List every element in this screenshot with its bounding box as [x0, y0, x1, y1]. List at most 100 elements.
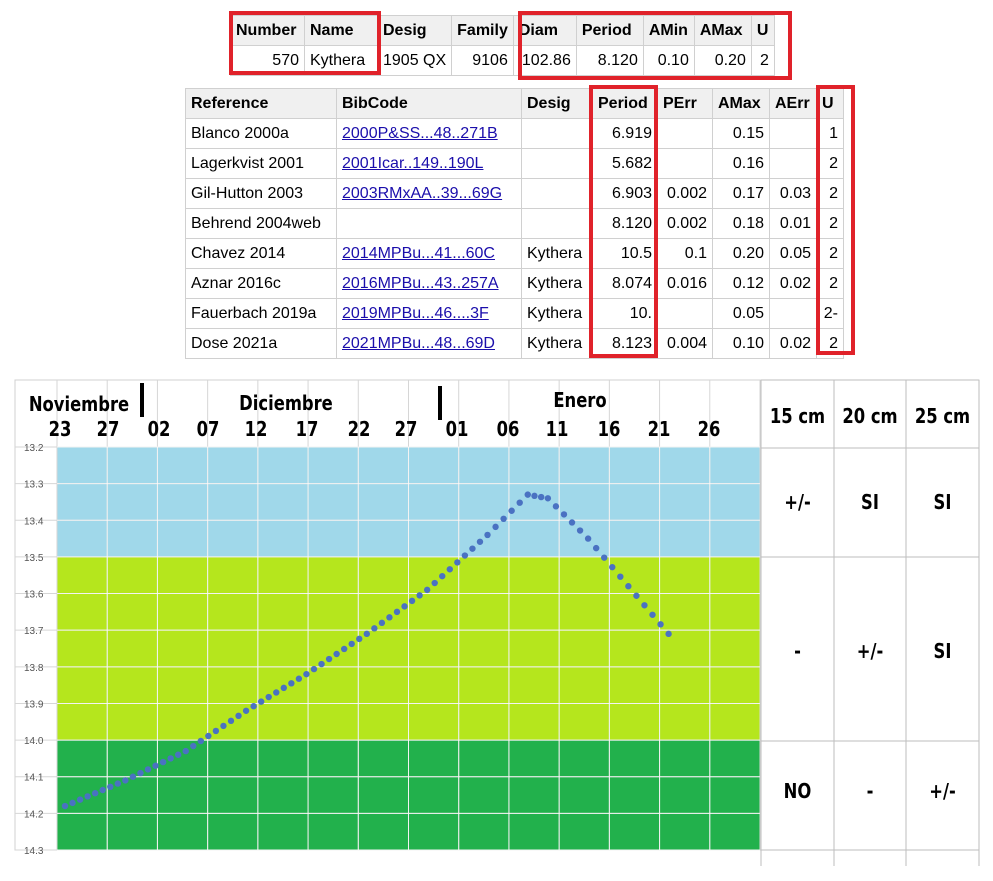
cell-reference: Blanco 2000a [185, 118, 337, 149]
cell-bibcode: 2014MPBu...41...60C [336, 238, 522, 269]
cell-amax: 0.05 [712, 298, 770, 329]
header-perr: PErr [657, 88, 713, 119]
y-tick-label: 14.2 [24, 809, 44, 820]
cell-amax: 0.17 [712, 178, 770, 209]
cell-u: 2 [750, 45, 775, 76]
bibcode-link[interactable]: 2016MPBu...43..257A [342, 274, 499, 292]
x-tick-label: 01 [446, 419, 469, 442]
header-name: Name [304, 15, 378, 46]
data-point [516, 499, 523, 506]
data-point [167, 755, 174, 762]
header-reference: Reference [185, 88, 337, 119]
data-point [61, 802, 69, 810]
aperture-verdict: NO [784, 781, 812, 804]
cell-aerr: 0.02 [769, 328, 817, 359]
data-point [107, 783, 114, 791]
y-tick-label: 13.6 [24, 590, 44, 601]
aperture-header: 15 cm [770, 406, 825, 429]
reference-row: Behrend 2004web 8.120 0.002 0.18 0.01 2 [185, 208, 844, 239]
x-tick-label: 21 [648, 419, 671, 442]
data-point [99, 786, 106, 794]
data-point [159, 758, 167, 766]
month-separator [438, 386, 442, 420]
cell-reference: Fauerbach 2019a [185, 298, 337, 329]
cell-u: 2 [816, 178, 844, 209]
data-point [508, 507, 515, 514]
bibcode-link[interactable]: 2021MPBu...48...69D [342, 334, 495, 352]
cell-amax: 0.10 [712, 328, 770, 359]
data-point [197, 737, 205, 745]
cell-desig: Kythera [521, 268, 593, 299]
data-point [601, 554, 608, 561]
data-point [401, 603, 408, 610]
cell-perr: 0.1 [657, 238, 713, 269]
bibcode-link[interactable]: 2014MPBu...41...60C [342, 244, 495, 262]
cell-period: 10. [592, 298, 658, 329]
cell-aerr: 0.02 [769, 268, 817, 299]
cell-reference: Aznar 2016c [185, 268, 337, 299]
bibcode-link[interactable]: 2019MPBu...46....3F [342, 304, 489, 322]
y-tick-label: 13.7 [24, 626, 44, 637]
data-point [174, 751, 182, 758]
cell-desig [521, 208, 593, 239]
bibcode-link[interactable]: 2001Icar..149..190L [342, 154, 484, 172]
reference-row: Blanco 2000a 2000P&SS...48..271B 6.919 0.15… [185, 118, 844, 149]
data-point [431, 579, 438, 587]
x-tick-label: 11 [546, 419, 569, 442]
data-point [318, 660, 325, 668]
bibcode-link[interactable]: 2000P&SS...48..271B [342, 124, 498, 142]
header-amax: AMax [693, 15, 752, 46]
cell-bibcode: 2016MPBu...43..257A [336, 268, 522, 299]
month-label: Enero [553, 390, 606, 413]
header-number: Number [230, 15, 305, 46]
reference-row: Aznar 2016c 2016MPBu...43..257A Kythera 8.0… [185, 268, 844, 299]
cell-perr [657, 148, 713, 179]
cell-reference: Lagerkvist 2001 [185, 148, 337, 179]
cell-reference: Dose 2021a [185, 328, 337, 359]
cell-desig: Kythera [521, 238, 593, 269]
cell-perr: 0.004 [657, 328, 713, 359]
cell-perr [657, 298, 713, 329]
data-point [325, 655, 333, 663]
data-point [625, 583, 632, 590]
x-tick-label: 23 [49, 419, 72, 442]
aperture-header: 20 cm [842, 406, 897, 429]
cell-u: 2 [816, 148, 844, 179]
magnitude-chart: 13.2 13.3 13.4 13.5 13.6 13.7 13.8 13.9 14.0 14.1… [14, 379, 980, 866]
cell-reference: Gil-Hutton 2003 [185, 178, 337, 209]
cell-desig [521, 178, 593, 209]
data-point [122, 777, 129, 784]
data-point [205, 732, 212, 740]
data-point [552, 503, 560, 510]
y-tick-label: 13.4 [24, 516, 44, 527]
summary-data-row: 570 Kythera 1905 QX 9106 102.86 8.120 0.… [230, 45, 775, 76]
cell-period: 8.123 [592, 328, 658, 359]
header-aerr: AErr [769, 88, 817, 119]
y-tick-label: 13.8 [24, 663, 44, 674]
cell-period: 8.074 [592, 268, 658, 299]
data-point [235, 712, 242, 720]
cell-bibcode: 2019MPBu...46....3F [336, 298, 522, 329]
header-bibcode: BibCode [336, 88, 522, 119]
header-family: Family [451, 15, 514, 46]
y-tick-label: 14.3 [24, 846, 44, 857]
data-point [568, 519, 576, 526]
data-point [250, 703, 257, 710]
cell-bibcode: 2003RMxAA..39...69G [336, 178, 522, 209]
cell-number: 570 [230, 45, 305, 76]
y-tick-label: 13.2 [24, 443, 44, 454]
data-point [584, 535, 592, 542]
cell-desig: 1905 QX [376, 45, 453, 76]
bibcode-link[interactable]: 2003RMxAA..39...69G [342, 184, 503, 202]
cell-perr [657, 118, 713, 149]
data-point [220, 722, 227, 730]
header-desig: Desig [376, 15, 453, 46]
data-point [461, 552, 469, 559]
data-point [69, 799, 76, 807]
data-point [484, 531, 491, 539]
header-ref-period: Period [592, 88, 658, 119]
cell-reference: Chavez 2014 [185, 238, 337, 269]
cell-aerr: 0.03 [769, 178, 817, 209]
cell-amax: 0.20 [712, 238, 770, 269]
cell-bibcode [336, 208, 522, 239]
